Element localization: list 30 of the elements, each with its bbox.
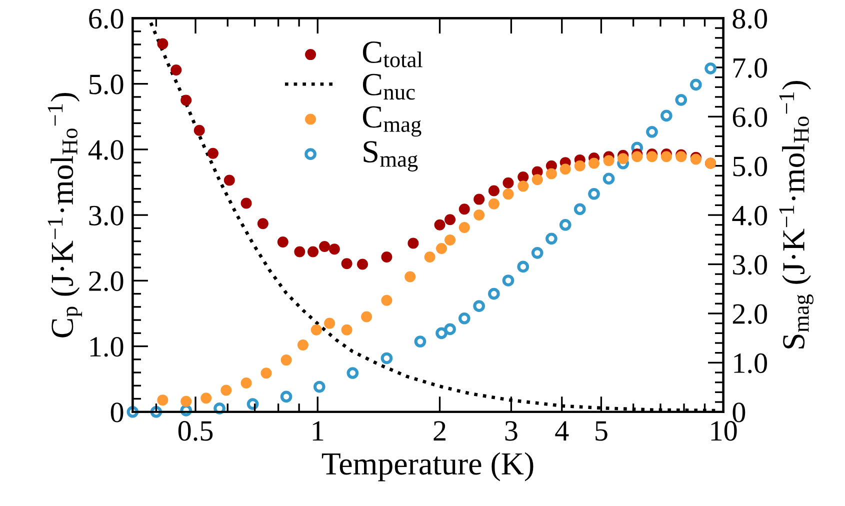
x-tick-label: 0.5 <box>178 421 213 441</box>
y2-tick-label: 0 <box>732 402 746 422</box>
y2-tick-label: 2.0 <box>732 304 767 324</box>
y-tick-label: 5.0 <box>90 74 124 94</box>
x-tick-label: 1 <box>312 421 324 440</box>
y-tick-label: 6.0 <box>89 8 124 29</box>
y-tick-label: 4.0 <box>88 140 124 160</box>
y2-tick-label: 5.0 <box>733 156 767 176</box>
y-tick-label: 1.0 <box>90 336 124 357</box>
y2-tick-label: 7.0 <box>734 58 767 78</box>
x-tick-label: 5 <box>596 421 608 441</box>
legend-label: C$_{nuc}$ <box>362 74 415 100</box>
x-tick-label: 2 <box>434 421 446 440</box>
x-tick-label: 4 <box>555 421 569 440</box>
y-tick-label: 3.0 <box>89 206 124 226</box>
y2-tick-label: 4.0 <box>732 206 767 226</box>
x-tick-label: 10 <box>711 421 737 441</box>
legend-label: C$_{total}$ <box>362 42 422 68</box>
y2-tick-label: 3.0 <box>733 254 767 275</box>
y-tick-label: 2.0 <box>89 271 124 292</box>
y2-tick-label: 8.0 <box>732 8 767 29</box>
y-tick-label: 0 <box>110 402 124 422</box>
y2-tick-label: 1.0 <box>734 353 767 374</box>
x-axis-title: Temperature (K) <box>322 452 534 482</box>
x-tick-label: 3 <box>505 421 518 441</box>
legend-label: S$_{mag}$ <box>364 141 418 172</box>
y2-axis-title: S$_{mag}$ (J·K$^{−1}$·mol$_{Ho}$$^{−1}$) <box>779 81 814 348</box>
legend-label: C$_{mag}$ <box>362 106 422 137</box>
y-axis-title: C$_{p}$ (J·K$^{−1}$·mol$_{Ho}$$^{−1}$) <box>48 92 82 338</box>
y2-tick-label: 6.0 <box>732 107 767 128</box>
